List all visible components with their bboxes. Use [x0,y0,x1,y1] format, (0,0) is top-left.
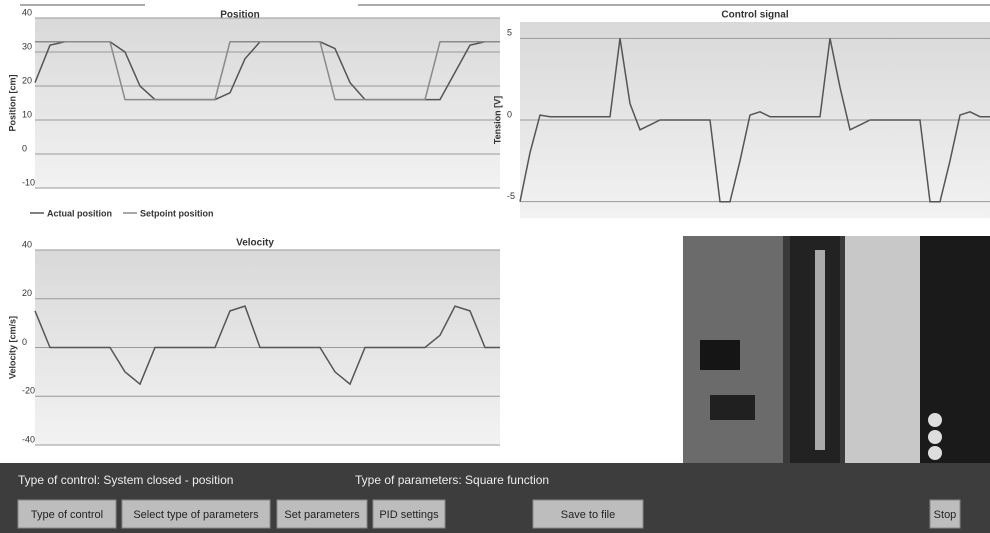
button-face [929,499,961,529]
button-face [276,499,368,529]
camera-image [683,236,990,463]
button-label: Select type of parameters [133,509,259,521]
y-axis-label: Tension [V] [492,96,502,144]
y-tick-label: 0 [22,337,27,347]
y-axis-label: Velocity [cm/s] [7,316,17,379]
data-line [35,41,500,101]
chart-title: Control signal [721,10,788,21]
y-tick-label: 40 [22,7,32,17]
button-face [17,499,117,529]
y-tick-label: 40 [22,239,32,249]
y-tick-label: 10 [22,109,32,119]
data-line [519,38,990,203]
button[interactable]: Stop [929,499,961,529]
y-tick-label: 20 [22,75,32,85]
button[interactable]: Type of control [17,499,117,529]
chart-title: Velocity [236,238,274,249]
button-label: Save to file [561,509,615,521]
y-tick-label: 0 [507,109,512,119]
status-parameters: Type of parameters: Square function [355,473,549,487]
y-tick-label: -20 [22,386,35,396]
chart-title: Position [220,10,259,21]
legend-label: Setpoint position [140,208,214,218]
legend-label: Actual position [47,208,112,218]
data-line [34,305,500,386]
y-tick-label: 20 [22,288,32,298]
status-control: Type of control: System closed - positio… [18,473,233,487]
button[interactable]: Select type of parameters [121,499,271,529]
button-label: PID settings [379,509,439,521]
y-axis-label: Position [cm] [7,74,17,131]
y-tick-label: 30 [22,41,32,51]
button-label: Type of control [31,509,103,521]
plot-area [35,18,500,188]
button-face [121,499,271,529]
button[interactable]: Set parameters [276,499,368,529]
button[interactable]: Save to file [532,499,644,529]
button-label: Set parameters [284,509,360,521]
y-tick-label: 0 [22,143,27,153]
y-tick-label: -5 [507,191,515,201]
button[interactable]: PID settings [372,499,446,529]
button-label: Stop [934,509,957,521]
y-tick-label: 5 [507,28,512,38]
button-face [372,499,446,529]
y-tick-label: -40 [22,434,35,444]
button-face [532,499,644,529]
y-tick-label: -10 [22,177,35,187]
